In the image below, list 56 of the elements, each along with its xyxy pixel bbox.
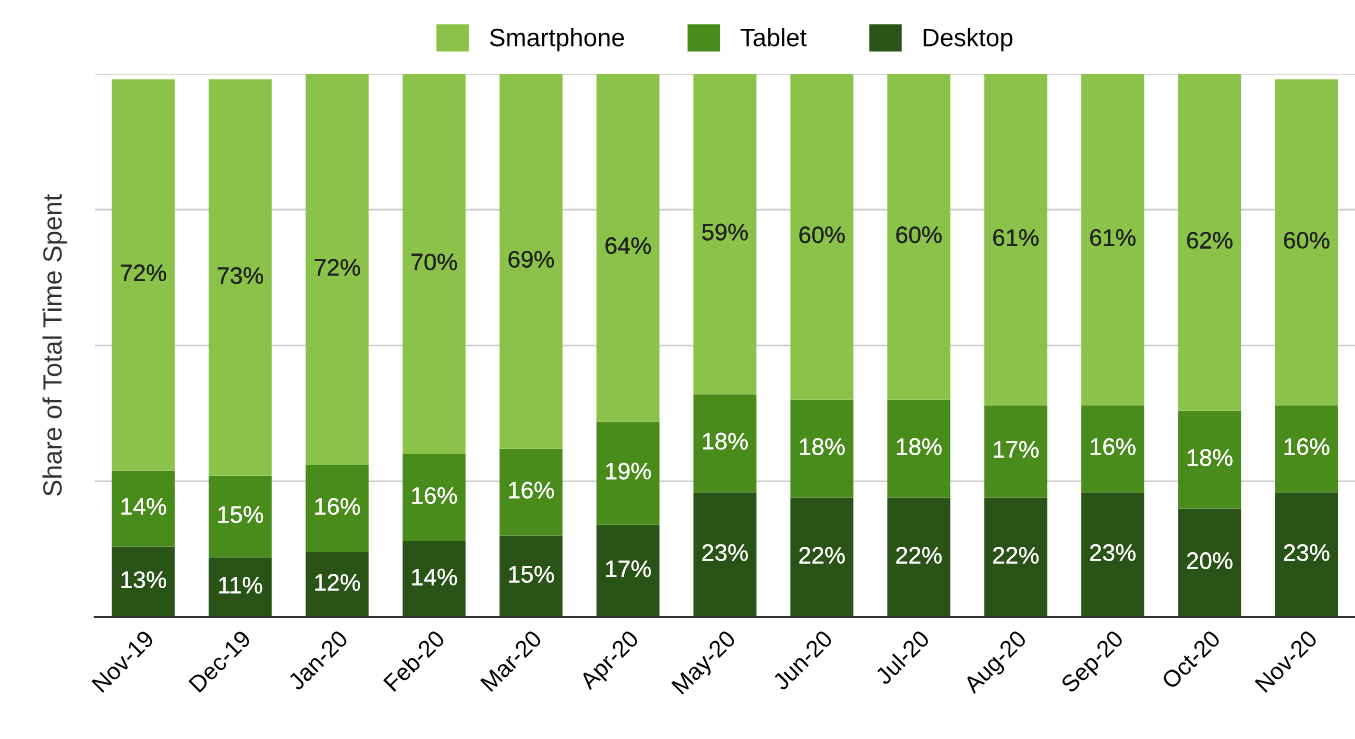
data-label: 19% xyxy=(606,462,651,480)
data-label: 18% xyxy=(800,438,845,456)
data-label: 16% xyxy=(1284,438,1330,456)
data-label: 73% xyxy=(217,267,264,284)
bar xyxy=(111,79,175,471)
data-label: 11% xyxy=(219,576,263,594)
data-label: 18% xyxy=(703,432,748,450)
data-label: 69% xyxy=(508,250,554,268)
bar xyxy=(402,73,466,455)
data-label: 59% xyxy=(702,223,748,241)
data-label: 23% xyxy=(1284,544,1330,561)
data-label: 18% xyxy=(896,438,942,456)
bar xyxy=(499,73,563,449)
data-label: 14% xyxy=(121,498,167,515)
data-label: 16% xyxy=(509,481,554,499)
data-label: 22% xyxy=(896,546,942,564)
data-label: 16% xyxy=(1090,438,1136,456)
data-label: 23% xyxy=(702,544,748,561)
bar xyxy=(1275,79,1339,406)
data-label: 72% xyxy=(120,264,167,282)
data-label: 15% xyxy=(509,566,554,583)
data-label: 17% xyxy=(606,560,651,578)
data-label: 61% xyxy=(993,229,1039,246)
bar xyxy=(984,73,1048,406)
data-label: 70% xyxy=(411,253,457,271)
bar xyxy=(1081,73,1145,406)
bar xyxy=(1178,73,1242,411)
data-label: 13% xyxy=(121,571,167,589)
data-label: 18% xyxy=(1187,449,1233,466)
data-label: 15% xyxy=(218,506,264,523)
bar xyxy=(887,73,951,400)
bar xyxy=(596,73,660,422)
data-label: 61% xyxy=(1090,229,1136,246)
data-label: 60% xyxy=(799,226,845,244)
data-label: 60% xyxy=(896,226,942,244)
data-label: 72% xyxy=(314,259,360,276)
bar xyxy=(790,73,854,400)
data-label: 17% xyxy=(993,441,1039,458)
legend-label: Tablet xyxy=(740,28,807,47)
data-label: 23% xyxy=(1090,544,1136,561)
data-label: 14% xyxy=(412,568,457,586)
bar xyxy=(693,73,757,395)
bar xyxy=(208,79,272,476)
data-label: 60% xyxy=(1284,231,1330,249)
data-label: 22% xyxy=(799,546,845,564)
data-label: 22% xyxy=(993,546,1039,564)
data-label: 64% xyxy=(605,237,651,255)
data-label: 16% xyxy=(412,487,457,504)
bar xyxy=(305,73,369,465)
data-label: 16% xyxy=(315,498,360,515)
data-label: 12% xyxy=(315,574,360,591)
data-label: 20% xyxy=(1187,552,1233,570)
y-axis-title: Share of Total Time Spent xyxy=(42,194,68,496)
legend-label: Smartphone xyxy=(490,28,624,52)
data-label: 62% xyxy=(1187,231,1233,249)
legend-label: Desktop xyxy=(923,28,1013,52)
